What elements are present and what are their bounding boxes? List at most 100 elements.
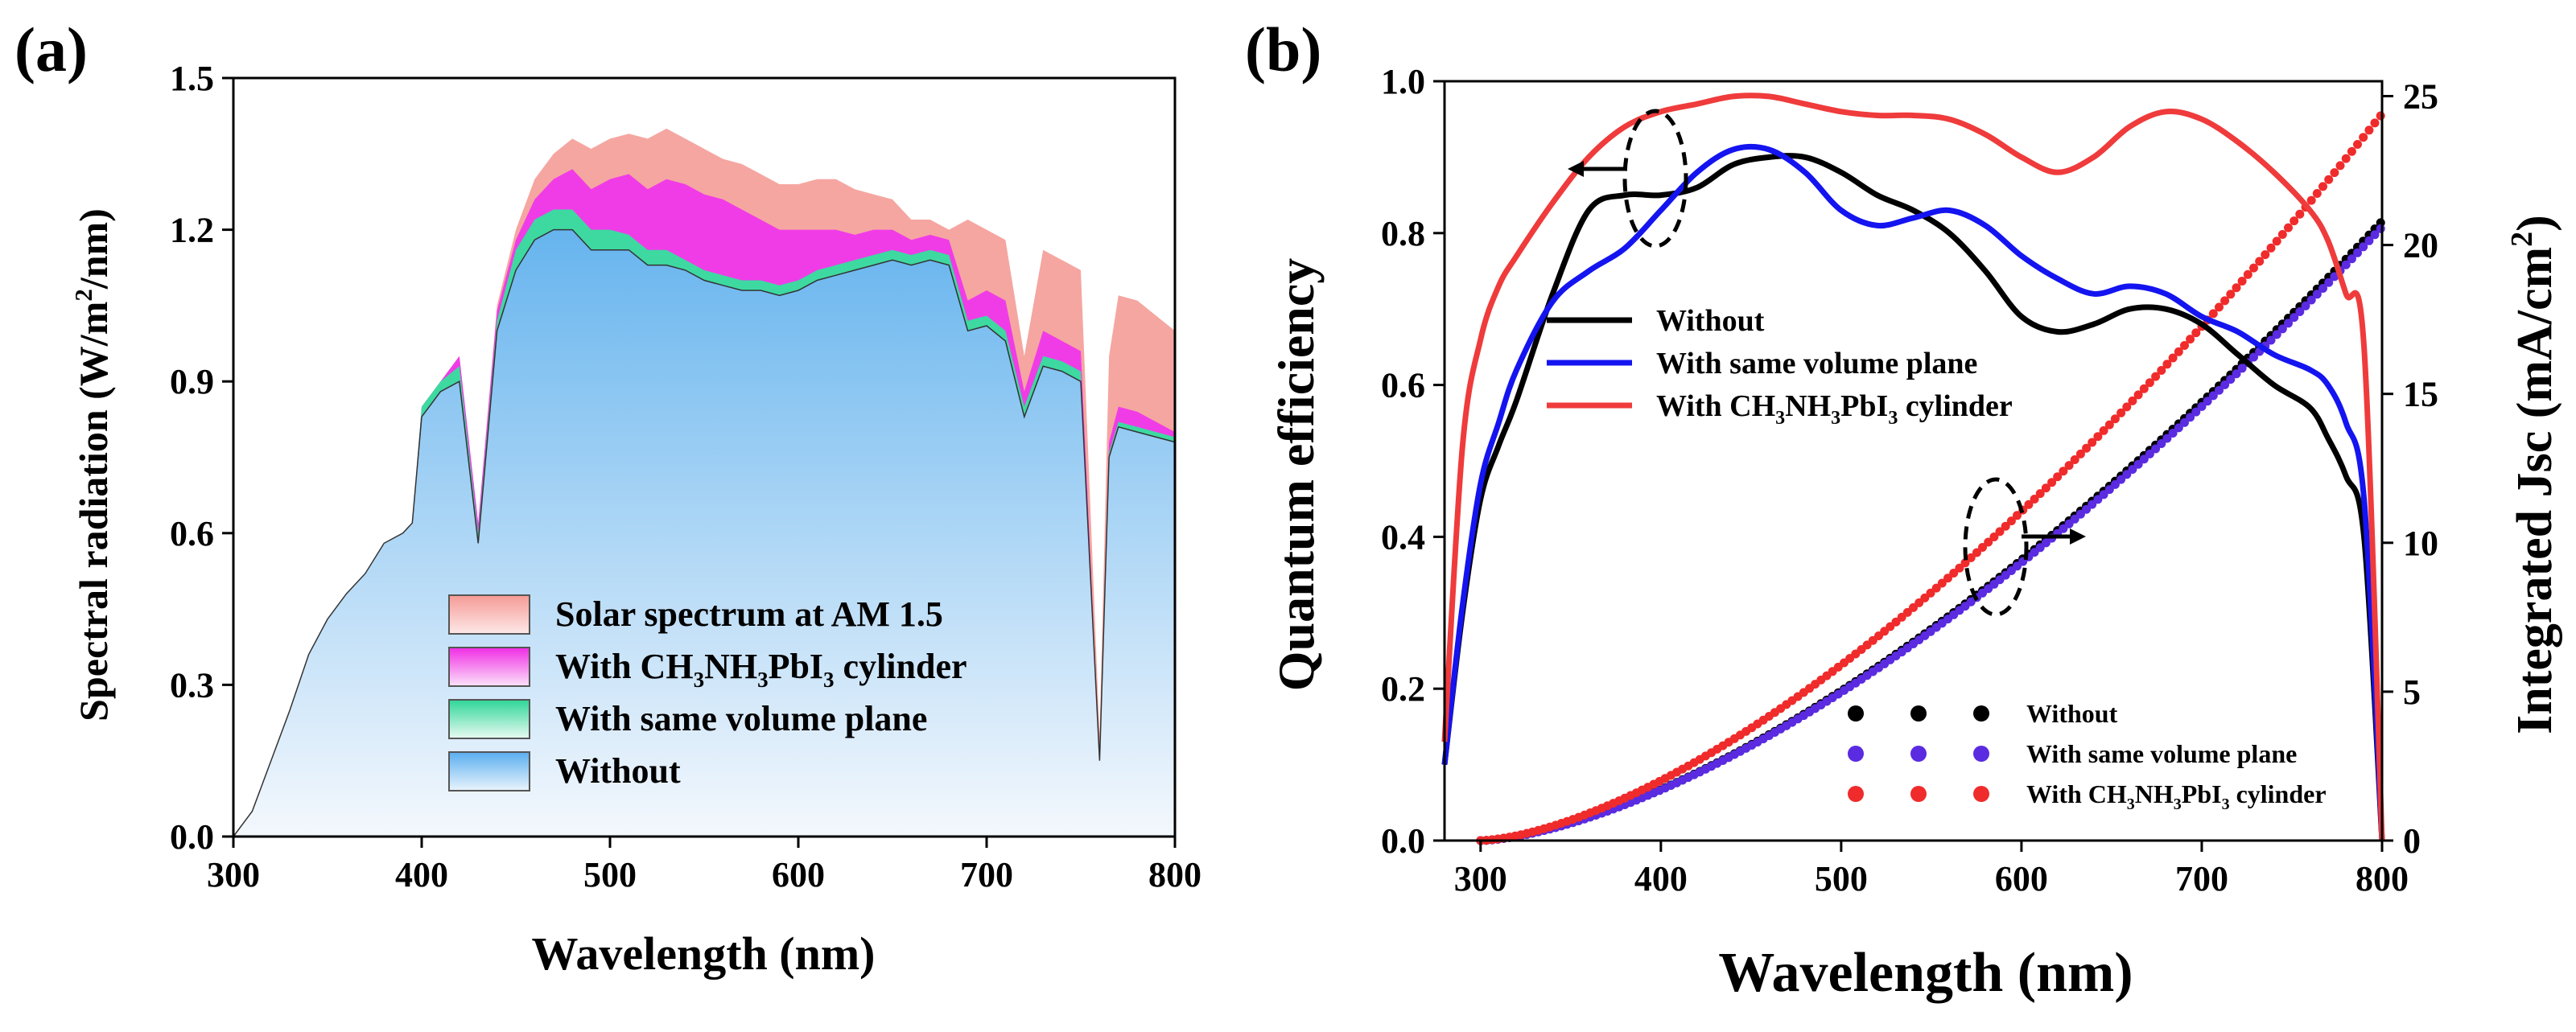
panel-b-axes: 300 400 500 600 700 800 0.0 0.2 0.4 0.6 0.8 1.0 0 5 10… <box>1381 62 2438 898</box>
jsc-dot-1 <box>2186 413 2195 422</box>
panel-a-legend: Solar spectrum at AM 1.5 With CH3NH3PbI3 … <box>448 594 967 791</box>
dot-legend-marker-cyl <box>1848 786 1864 802</box>
jsc-dot-2 <box>2030 495 2039 504</box>
panel-a: (a) 300 400 500 600 700 800 0.0 0.3 0.6 0.9 1.2 1.5… <box>14 14 1201 980</box>
jsc-dot-2 <box>2255 257 2265 266</box>
panel-b-y2tick-label: 10 <box>2403 524 2438 563</box>
dot-legend-label-without: Without <box>2026 699 2118 728</box>
jsc-dot-1 <box>2203 397 2212 406</box>
jsc-dot-2 <box>2261 250 2270 260</box>
jsc-dot-2 <box>1989 532 1999 541</box>
jsc-dot-1 <box>2116 475 2126 484</box>
panel-b-legend: Without With same volume plane With CH3NH3… <box>1547 304 2013 429</box>
jsc-dot-2 <box>2174 347 2183 356</box>
jsc-dot-1 <box>2070 514 2079 524</box>
dot-legend-marker-plane <box>1973 746 1989 762</box>
jsc-dot-2 <box>2191 328 2201 338</box>
jsc-dot-1 <box>2249 352 2258 362</box>
jsc-dot-1 <box>2232 369 2241 379</box>
jsc-dot-1 <box>2376 224 2385 233</box>
dot-legend-marker-cyl <box>1973 786 1989 802</box>
panel-a-ytick-label: 0.3 <box>170 665 214 705</box>
jsc-dot-2 <box>2376 111 2385 121</box>
jsc-dot-2 <box>2133 390 2143 400</box>
jsc-dot-2 <box>2272 236 2281 246</box>
panel-b-ytick-label: 0.2 <box>1381 669 1425 709</box>
jsc-dot-2 <box>2330 168 2339 178</box>
jsc-dot-2 <box>2277 230 2287 239</box>
jsc-dot-2 <box>2064 461 2074 471</box>
panel-b-xtick-label: 500 <box>1815 859 1868 898</box>
jsc-dot-1 <box>2347 254 2356 264</box>
jsc-dot-2 <box>1995 527 2005 537</box>
panel-a-xtick-label: 400 <box>395 855 448 894</box>
panel-b-xtick-label: 600 <box>1995 859 2048 898</box>
panel-b-ytick-label: 0.8 <box>1381 214 1425 253</box>
legend-label-without: Without <box>1656 304 1765 338</box>
panel-b-annotations <box>1568 109 2086 617</box>
panel-a-ytick-label: 1.2 <box>170 211 214 250</box>
jsc-dot-1 <box>2197 401 2207 411</box>
jsc-dot-1 <box>2110 479 2120 489</box>
jsc-annotation-ellipse <box>1963 477 2029 617</box>
jsc-dot-2 <box>2353 140 2362 149</box>
panel-b-ytick-label: 0.6 <box>1381 366 1425 405</box>
jsc-dot-1 <box>2191 407 2201 417</box>
panel-b-label: (b) <box>1245 14 1321 84</box>
jsc-dot-1 <box>2122 470 2132 479</box>
panel-b-y2tick-label: 25 <box>2403 77 2438 117</box>
jsc-dot-2 <box>1902 607 1912 617</box>
panel-b-xtick-label: 400 <box>1634 859 1688 898</box>
panel-b: (b) 300 400 500 600 700 800 0.0 0.2 0.4 0.6 0.8 1.0… <box>1245 14 2562 1004</box>
jsc-dot-2 <box>2122 402 2132 412</box>
dot-legend-marker-plane <box>1910 746 1927 762</box>
panel-b-xtick-label: 300 <box>1454 859 1507 898</box>
dot-legend-marker-cyl <box>1910 786 1927 802</box>
jsc-dot-2 <box>2226 290 2236 299</box>
panel-b-qe-lines <box>1441 93 2385 841</box>
jsc-dot-2 <box>2075 449 2085 458</box>
jsc-dot-2 <box>2318 182 2327 191</box>
jsc-dot-2 <box>2215 302 2224 312</box>
jsc-dot-1 <box>2330 272 2339 282</box>
jsc-dot-1 <box>2093 495 2103 504</box>
panel-b-y2label: Integrated Jsc (mA/cm2) <box>2505 215 2562 734</box>
jsc-dot-1 <box>2162 434 2172 443</box>
jsc-dot-1 <box>2157 439 2166 448</box>
jsc-dot-2 <box>2024 500 2034 509</box>
jsc-dot-2 <box>2335 161 2345 171</box>
jsc-dot-2 <box>2232 283 2241 293</box>
jsc-dot-1 <box>2208 391 2218 401</box>
jsc-dot-1 <box>2324 278 2334 287</box>
jsc-dot-2 <box>2290 216 2299 226</box>
legend-swatch-am15 <box>448 594 530 635</box>
jsc-dot-1 <box>2180 417 2189 427</box>
jsc-dot-2 <box>2266 243 2276 253</box>
jsc-arrow-head <box>2070 528 2086 545</box>
jsc-dot-1 <box>2174 423 2183 433</box>
legend-label-am15: Solar spectrum at AM 1.5 <box>555 594 943 634</box>
legend-label-cyl: With CH3NH3PbI3 cylinder <box>1656 389 2013 429</box>
jsc-dot-2 <box>1984 537 1993 547</box>
jsc-dot-2 <box>2093 432 2103 442</box>
jsc-dot-2 <box>2237 277 2247 286</box>
jsc-dot-1 <box>2168 429 2178 438</box>
jsc-dot-2 <box>2243 269 2252 279</box>
jsc-dot-2 <box>2208 309 2218 319</box>
jsc-dot-2 <box>2151 372 2161 381</box>
dot-legend-marker-plane <box>1848 746 1864 762</box>
jsc-dot-2 <box>2359 133 2368 142</box>
panel-b-ylabel: Quantum efficiency <box>1267 258 1325 692</box>
qe-annotation-ellipse <box>1622 109 1688 249</box>
panel-b-y2tick-label: 20 <box>2403 226 2438 265</box>
jsc-dot-1 <box>2353 248 2362 257</box>
jsc-dot-1 <box>2139 454 2149 464</box>
panel-a-ytick-label: 0.0 <box>170 817 214 857</box>
jsc-dot-2 <box>2128 396 2137 405</box>
legend-swatch-cyl <box>448 647 530 687</box>
panel-a-xtick-label: 600 <box>772 855 825 894</box>
panel-a-frame <box>232 76 1177 838</box>
jsc-dot-2 <box>1949 569 1959 578</box>
panel-a-axes: 300 400 500 600 700 800 0.0 0.3 0.6 0.9 1.2 1.5 <box>170 59 1201 894</box>
legend-label-plane: With same volume plane <box>1656 347 1977 380</box>
